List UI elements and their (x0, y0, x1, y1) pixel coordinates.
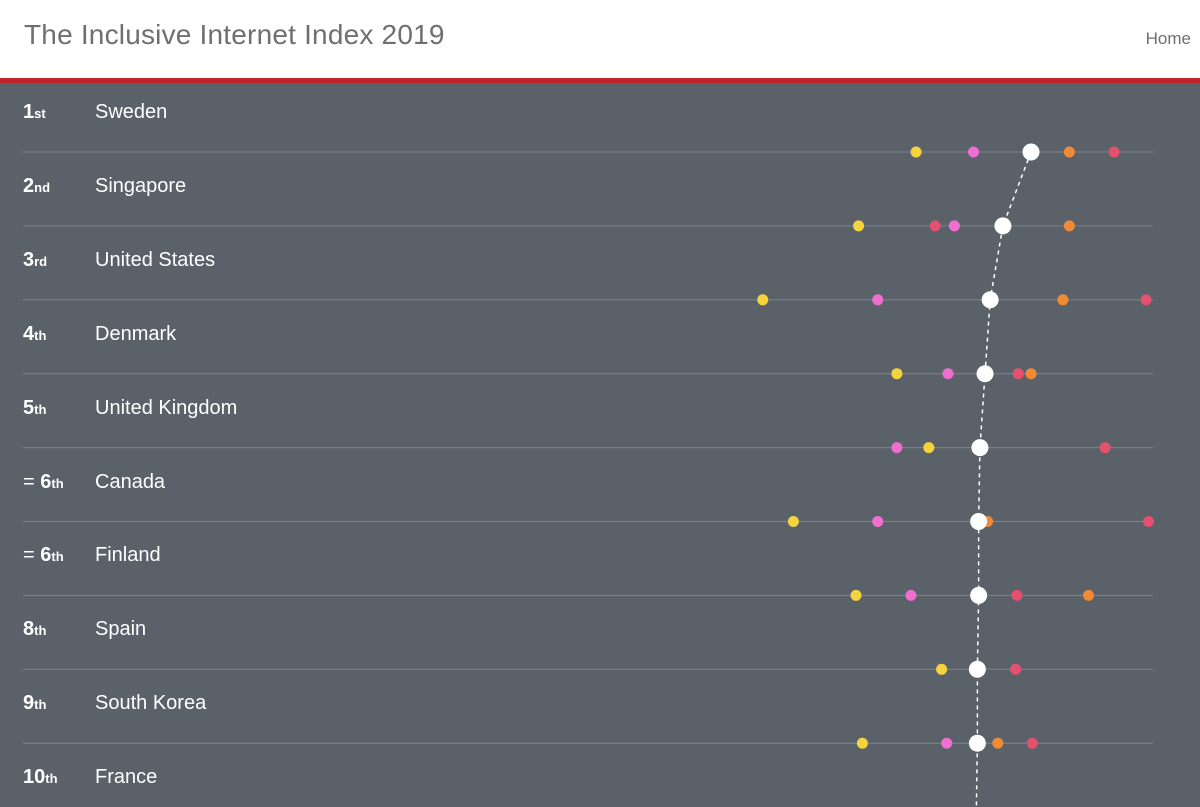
category-score-dot[interactable] (1108, 146, 1120, 158)
category-score-dot[interactable] (757, 294, 769, 306)
category-score-dot[interactable] (929, 220, 941, 232)
rank-label: 10th (23, 766, 58, 789)
category-score-dot[interactable] (942, 368, 954, 380)
rank-label: = 6th (23, 471, 64, 494)
rank-number: 6 (40, 544, 52, 567)
category-score-dot[interactable] (1140, 294, 1152, 306)
overall-score-dot[interactable] (981, 291, 999, 309)
category-score-dot[interactable] (1063, 220, 1075, 232)
rank-suffix: th (34, 697, 47, 713)
overall-score-dot[interactable] (994, 217, 1012, 235)
rank-number: 4 (23, 322, 35, 345)
rank-suffix: th (51, 549, 64, 565)
rank-label: 3rd (23, 249, 47, 272)
category-score-dot[interactable] (948, 220, 960, 232)
dot-plot (23, 143, 1155, 807)
rank-prefix: = (23, 470, 41, 493)
rank-suffix: th (45, 771, 58, 787)
overall-score-dot[interactable] (1022, 143, 1040, 161)
category-score-dot[interactable] (1057, 294, 1069, 306)
rank-number: 8 (23, 618, 35, 641)
rank-label: 1st (23, 101, 46, 124)
rank-number: 5 (23, 396, 35, 419)
category-score-dot[interactable] (891, 442, 903, 454)
rank-label: 8th (23, 618, 46, 641)
category-score-dot[interactable] (787, 516, 799, 527)
overall-score-dot[interactable] (970, 586, 988, 604)
country-name[interactable]: United States (95, 248, 216, 271)
category-score-dot[interactable] (910, 146, 922, 158)
rank-number: 1 (23, 101, 35, 123)
category-score-dot[interactable] (1011, 589, 1023, 601)
country-name[interactable]: Canada (95, 470, 166, 493)
rank-label: 2nd (23, 175, 50, 198)
rank-number: 9 (23, 692, 35, 715)
category-score-dot[interactable] (1083, 589, 1095, 601)
category-score-dot[interactable] (968, 146, 980, 158)
rank-label: 4th (23, 323, 46, 346)
category-score-dot[interactable] (1026, 737, 1038, 749)
overall-score-dot[interactable] (971, 439, 989, 457)
country-name[interactable]: United Kingdom (95, 396, 238, 419)
category-score-dot[interactable] (1012, 368, 1024, 380)
category-score-dot[interactable] (856, 737, 868, 749)
rank-suffix: st (34, 106, 46, 121)
category-score-dot[interactable] (872, 294, 884, 306)
country-name[interactable]: France (95, 766, 158, 789)
overall-score-dot[interactable] (968, 734, 986, 752)
rank-number: 6 (40, 470, 52, 493)
rank-number: 3 (23, 248, 35, 271)
overall-score-dot[interactable] (968, 660, 986, 678)
category-score-dot[interactable] (1099, 442, 1111, 454)
rank-suffix: th (34, 623, 47, 639)
country-name[interactable]: Sweden (95, 101, 168, 123)
category-score-dot[interactable] (1025, 368, 1037, 380)
category-score-dot[interactable] (1063, 146, 1075, 158)
rank-suffix: th (51, 475, 64, 491)
category-score-dot[interactable] (850, 589, 862, 601)
overall-score-dot[interactable] (970, 513, 988, 530)
category-score-dot[interactable] (923, 442, 935, 454)
rank-label: 5th (23, 397, 46, 420)
category-score-dot[interactable] (1143, 516, 1155, 527)
rank-prefix: = (23, 544, 41, 567)
rank-suffix: nd (34, 179, 51, 195)
category-score-dot[interactable] (941, 737, 953, 749)
category-score-dot[interactable] (905, 589, 917, 601)
rank-number: 10 (23, 766, 46, 789)
country-name[interactable]: South Korea (95, 692, 207, 715)
category-score-dot[interactable] (853, 220, 865, 232)
rank-label: = 6th (23, 544, 64, 567)
page-title: The Inclusive Internet Index 2019 (24, 19, 445, 50)
category-score-dot[interactable] (936, 663, 948, 675)
rank-number: 2 (23, 174, 35, 197)
rank-suffix: rd (34, 253, 48, 269)
home-link[interactable]: Home (1145, 29, 1191, 48)
country-name[interactable]: Denmark (95, 322, 177, 345)
overall-score-connector (975, 151, 1032, 807)
rank-label: 9th (23, 692, 46, 715)
top-header: The Inclusive Internet Index 2019 Home (0, 0, 1200, 78)
category-score-dot[interactable] (891, 368, 903, 380)
rank-suffix: th (34, 401, 47, 417)
rank-suffix: th (34, 327, 47, 343)
overall-score-dot[interactable] (976, 365, 994, 383)
country-name[interactable]: Singapore (95, 174, 187, 197)
country-name[interactable]: Spain (95, 618, 147, 641)
header-accent-divider (0, 78, 1200, 83)
country-name[interactable]: Finland (95, 544, 161, 567)
ranking-chart: 1st Sweden 2nd Singapore 3rd United States 4th… (0, 83, 1200, 807)
category-score-dot[interactable] (992, 737, 1004, 749)
category-score-dot[interactable] (1010, 663, 1022, 675)
category-score-dot[interactable] (872, 516, 884, 527)
